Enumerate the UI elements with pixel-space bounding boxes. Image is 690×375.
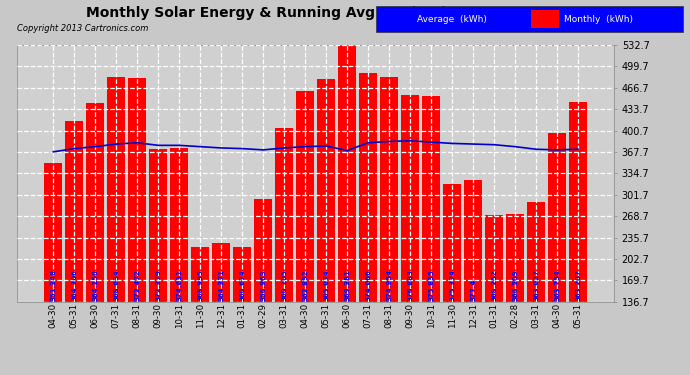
Bar xyxy=(317,79,335,302)
Bar xyxy=(191,246,209,302)
Text: 364.306: 364.306 xyxy=(71,269,77,301)
Bar xyxy=(359,73,377,302)
Bar xyxy=(255,199,272,302)
Bar xyxy=(149,149,167,302)
Text: 372.472: 372.472 xyxy=(135,269,140,301)
Bar xyxy=(401,95,419,302)
Text: 365.074: 365.074 xyxy=(323,269,329,301)
Bar xyxy=(128,78,146,302)
Text: 363.207: 363.207 xyxy=(575,270,581,301)
Bar xyxy=(108,76,125,302)
Bar xyxy=(296,91,314,302)
Text: 363.027: 363.027 xyxy=(533,270,539,301)
Text: Average  (kWh): Average (kWh) xyxy=(417,15,487,24)
Text: 369.381: 369.381 xyxy=(344,269,350,301)
Text: 362.892: 362.892 xyxy=(302,270,308,301)
Text: 377.4: 377.4 xyxy=(470,279,476,301)
Text: 360.674: 360.674 xyxy=(239,269,245,301)
Bar xyxy=(422,96,440,302)
Bar xyxy=(380,76,398,302)
Bar xyxy=(338,44,356,302)
Bar xyxy=(464,180,482,302)
Text: 364.371: 364.371 xyxy=(218,269,224,301)
Text: 351.348: 351.348 xyxy=(50,269,57,301)
Bar xyxy=(527,202,545,302)
Bar xyxy=(275,128,293,302)
Text: 368.252: 368.252 xyxy=(491,270,497,301)
Bar xyxy=(485,215,503,302)
Text: 368.634: 368.634 xyxy=(113,269,119,301)
Text: 375.374: 375.374 xyxy=(449,269,455,301)
Text: 360.105: 360.105 xyxy=(282,270,287,301)
Bar xyxy=(66,121,83,302)
Bar xyxy=(233,246,251,302)
Bar xyxy=(443,184,461,302)
Text: 363.754: 363.754 xyxy=(554,269,560,301)
Text: 374.954: 374.954 xyxy=(386,269,392,301)
Text: 374.066: 374.066 xyxy=(365,269,371,301)
Bar xyxy=(506,214,524,302)
Text: Monthly  (kWh): Monthly (kWh) xyxy=(564,15,633,24)
Bar xyxy=(548,133,566,302)
Bar xyxy=(170,148,188,302)
Text: 368.995: 368.995 xyxy=(197,270,204,301)
Bar xyxy=(86,102,104,302)
Text: 376.883: 376.883 xyxy=(407,269,413,301)
Text: 356.963: 356.963 xyxy=(260,270,266,301)
Text: 374.611: 374.611 xyxy=(176,269,182,301)
Text: 375.835: 375.835 xyxy=(428,270,434,301)
Text: Copyright 2013 Cartronics.com: Copyright 2013 Cartronics.com xyxy=(17,24,148,33)
Text: Monthly Solar Energy & Running Avg Production Sun Jun 30 05:32: Monthly Solar Energy & Running Avg Produ… xyxy=(86,6,604,20)
Text: 372.379: 372.379 xyxy=(155,269,161,301)
Text: 364.150: 364.150 xyxy=(92,269,98,301)
Bar xyxy=(44,163,62,302)
Bar xyxy=(213,243,230,302)
Text: 366.509: 366.509 xyxy=(512,270,518,301)
Bar xyxy=(569,102,587,302)
